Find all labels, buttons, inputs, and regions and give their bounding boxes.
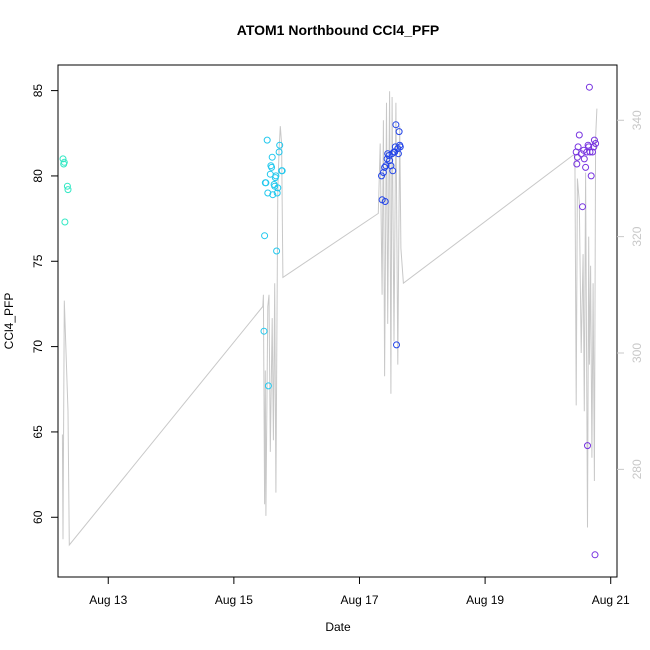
data-point-2-3 — [381, 163, 389, 171]
data-point-0-0 — [59, 155, 67, 163]
data-point-3-14 — [585, 83, 593, 91]
data-point-1-19 — [275, 148, 283, 156]
data-point-1-6 — [264, 382, 272, 390]
data-point-2-12 — [389, 167, 397, 175]
data-point-0-4 — [63, 182, 71, 190]
data-point-1-5 — [264, 189, 272, 197]
plot-frame — [57, 64, 618, 578]
data-point-1-17 — [273, 189, 281, 197]
data-point-3-3 — [574, 143, 582, 151]
data-point-1-18 — [274, 184, 282, 192]
data-point-2-5 — [382, 162, 390, 170]
data-point-2-22 — [396, 143, 404, 151]
data-point-1-3 — [262, 179, 270, 187]
data-point-3-19 — [590, 136, 598, 144]
gray-line — [61, 91, 598, 547]
y-tick-label-2: 70 — [31, 340, 45, 354]
y2-tick-label-1: 300 — [630, 343, 644, 363]
x-tick-label-0: Aug 13 — [89, 593, 127, 607]
data-point-2-16 — [392, 121, 400, 129]
data-point-3-17 — [589, 148, 596, 156]
x-tick-label-2: Aug 17 — [340, 593, 378, 607]
data-point-2-4 — [381, 198, 389, 205]
data-point-3-8 — [580, 155, 588, 163]
data-point-1-10 — [268, 153, 276, 161]
data-point-0-3 — [61, 218, 69, 226]
data-point-3-2 — [573, 153, 581, 161]
data-point-1-16 — [273, 247, 281, 255]
data-point-1-4 — [263, 136, 271, 144]
y-tick-label-3: 75 — [31, 254, 45, 268]
data-point-2-19 — [394, 150, 402, 158]
data-point-2-9 — [386, 157, 394, 165]
data-point-2-7 — [384, 150, 392, 158]
data-point-2-20 — [395, 128, 403, 136]
data-point-3-18 — [590, 143, 598, 151]
data-point-1-22 — [278, 167, 286, 175]
data-point-3-1 — [573, 160, 581, 168]
y-tick-label-1: 65 — [31, 425, 45, 439]
data-point-1-1 — [261, 232, 269, 240]
data-point-3-15 — [586, 148, 594, 156]
y-axis-label: CCl4_PFP — [2, 293, 16, 350]
data-point-3-20 — [591, 551, 599, 559]
y2-tick-label-3: 340 — [630, 110, 644, 130]
data-point-0-5 — [64, 186, 72, 194]
data-point-3-13 — [585, 143, 593, 151]
data-point-1-20 — [276, 141, 284, 149]
gray-line-path — [61, 91, 598, 547]
x-tick-label-4: Aug 21 — [592, 593, 630, 607]
data-point-3-6 — [579, 203, 586, 211]
y2-tick-label-2: 320 — [630, 226, 644, 246]
data-point-3-16 — [587, 172, 595, 180]
data-point-2-17 — [393, 341, 400, 349]
data-point-1-11 — [269, 191, 277, 199]
data-point-1-15 — [272, 172, 280, 180]
data-point-0-2 — [60, 158, 68, 166]
data-point-3-21 — [592, 140, 600, 147]
y-tick-label-5: 85 — [31, 84, 45, 98]
y-axis: 60 65 70 75 80 85 — [31, 84, 58, 524]
y2-tick-label-0: 280 — [630, 459, 644, 479]
x-tick-label-3: Aug 19 — [466, 593, 504, 607]
y-tick-label-4: 80 — [31, 169, 45, 183]
y-tick-label-0: 60 — [31, 510, 45, 524]
x-axis-label: Date — [325, 620, 351, 634]
data-point-3-9 — [582, 163, 590, 171]
data-point-2-0 — [378, 172, 385, 180]
x-axis: Aug 13 Aug 15 Aug 17 Aug 19 Aug 21 — [89, 577, 630, 607]
data-point-1-0 — [260, 327, 268, 335]
right-y-axis: 280 300 320 340 — [617, 110, 644, 479]
data-point-3-11 — [584, 442, 591, 450]
data-point-1-9 — [268, 163, 276, 171]
data-point-2-2 — [379, 169, 387, 176]
chart-title: ATOM1 Northbound CCl4_PFP — [237, 22, 439, 38]
data-point-3-4 — [575, 131, 583, 139]
data-points — [59, 83, 600, 559]
x-tick-label-1: Aug 15 — [215, 593, 253, 607]
